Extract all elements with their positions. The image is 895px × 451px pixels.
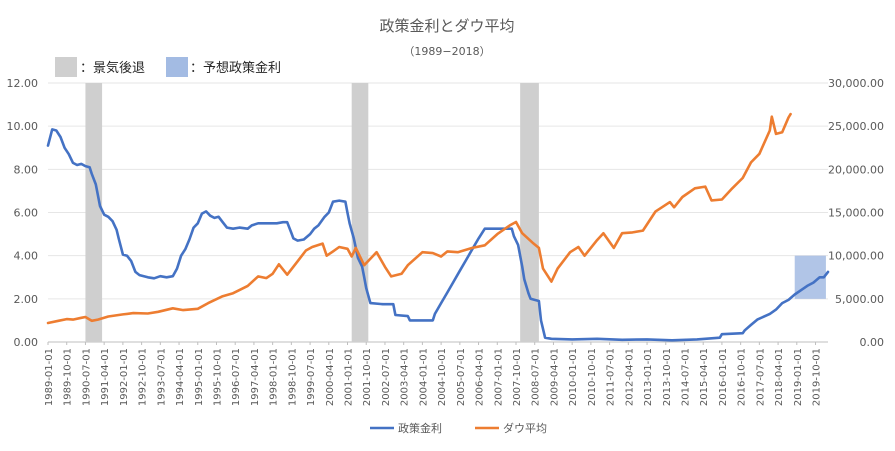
x-tick-label: 1991-04-01	[100, 348, 111, 406]
box-legend-swatch	[166, 57, 188, 77]
series-line-policy-rate	[46, 128, 830, 342]
x-tick-label: 2001-10-01	[362, 348, 373, 406]
x-tick-label: 2007-01-01	[493, 348, 504, 406]
x-tick-label: 2013-01-01	[643, 348, 654, 406]
y-right-tick-label: 20,000.00	[828, 163, 884, 176]
x-tick-label: 2016-01-01	[718, 348, 729, 406]
y-right-tick-label: 10,000.00	[828, 250, 884, 263]
x-tick-label: 2010-01-01	[568, 348, 579, 406]
y-left-tick-label: 4.00	[14, 250, 39, 263]
legend-label: 政策金利	[398, 421, 442, 435]
x-tick-label: 2007-10-01	[512, 348, 523, 406]
x-tick-label: 2004-01-01	[418, 348, 429, 406]
x-tick-label: 2019-01-01	[793, 348, 804, 406]
y-right-tick-label: 0.00	[860, 336, 885, 349]
legend-label: ダウ平均	[503, 421, 547, 435]
y-right-tick-label: 30,000.00	[828, 77, 884, 90]
x-tick-label: 2001-01-01	[344, 348, 355, 406]
x-tick-label: 2004-10-01	[437, 348, 448, 406]
recession-band	[520, 83, 539, 342]
recession-band	[351, 83, 369, 342]
y-left-tick-label: 8.00	[14, 163, 39, 176]
x-tick-label: 1995-10-01	[212, 348, 223, 406]
x-tick-label: 1990-07-01	[81, 348, 92, 406]
y-axis-right: 0.00 5,000.00 10,000.00 15,000.00 20,000.00 2…	[828, 77, 884, 349]
x-tick-label: 2012-04-01	[624, 348, 635, 406]
x-tick-label: 1998-01-01	[269, 348, 280, 406]
x-axis: 1989-01-01 1989-10-01 1990-07-01 1991-04-01…	[44, 342, 823, 406]
x-tick-label: 2013-10-01	[662, 348, 673, 406]
x-tick-label: 1997-04-01	[250, 348, 261, 406]
x-tick-label: 1992-10-01	[138, 348, 149, 406]
x-tick-label: 1999-07-01	[306, 348, 317, 406]
box-legend-swatch	[55, 57, 77, 77]
x-tick-label: 2003-04-01	[400, 348, 411, 406]
box-legend: ：景気後退 ：予想政策金利	[55, 57, 281, 77]
y-left-tick-label: 12.00	[7, 77, 39, 90]
series-legend: 政策金利 ダウ平均	[370, 421, 547, 435]
x-tick-label: 1989-10-01	[63, 348, 74, 406]
x-tick-label: 2005-07-01	[456, 348, 467, 406]
y-left-tick-label: 2.00	[14, 293, 39, 306]
x-tick-label: 1994-04-01	[175, 348, 186, 406]
x-tick-label: 2019-10-01	[812, 348, 823, 406]
x-tick-label: 2014-07-01	[680, 348, 691, 406]
y-axis-left: 0.00 2.00 4.00 6.00 8.00 10.00 12.00	[7, 77, 39, 349]
x-tick-label: 1998-10-01	[287, 348, 298, 406]
y-right-tick-label: 5,000.00	[835, 293, 884, 306]
x-tick-label: 2017-07-01	[755, 348, 766, 406]
x-tick-label: 2011-07-01	[606, 348, 617, 406]
x-tick-label: 2009-04-01	[549, 348, 560, 406]
recession-band	[85, 83, 103, 342]
x-tick-label: 2002-07-01	[381, 348, 392, 406]
x-tick-label: 2010-10-01	[587, 348, 598, 406]
x-tick-label: 1989-01-01	[44, 348, 55, 406]
x-tick-label: 1996-07-01	[231, 348, 242, 406]
y-left-tick-label: 0.00	[14, 336, 39, 349]
x-tick-label: 2016-10-01	[737, 348, 748, 406]
x-tick-label: 2018-04-01	[774, 348, 785, 406]
x-tick-label: 2008-07-01	[531, 348, 542, 406]
x-tick-label: 2000-04-01	[325, 348, 336, 406]
series-line-dow-average	[46, 112, 792, 325]
x-tick-label: 1995-01-01	[194, 348, 205, 406]
y-left-tick-label: 6.00	[14, 207, 39, 220]
chart-subtitle: （1989−2018）	[403, 45, 490, 58]
x-tick-label: 2015-04-01	[699, 348, 710, 406]
y-right-tick-label: 15,000.00	[828, 207, 884, 220]
box-legend-label: ：景気後退	[80, 60, 145, 76]
chart-title: 政策金利とダウ平均	[379, 17, 514, 35]
x-tick-label: 2006-04-01	[475, 348, 486, 406]
y-left-tick-label: 10.00	[7, 120, 39, 133]
box-legend-label: ：予想政策金利	[190, 60, 281, 76]
y-right-tick-label: 25,000.00	[828, 120, 884, 133]
x-tick-label: 1992-01-01	[119, 348, 130, 406]
x-tick-label: 1993-07-01	[156, 348, 167, 406]
series-lines	[46, 112, 830, 342]
